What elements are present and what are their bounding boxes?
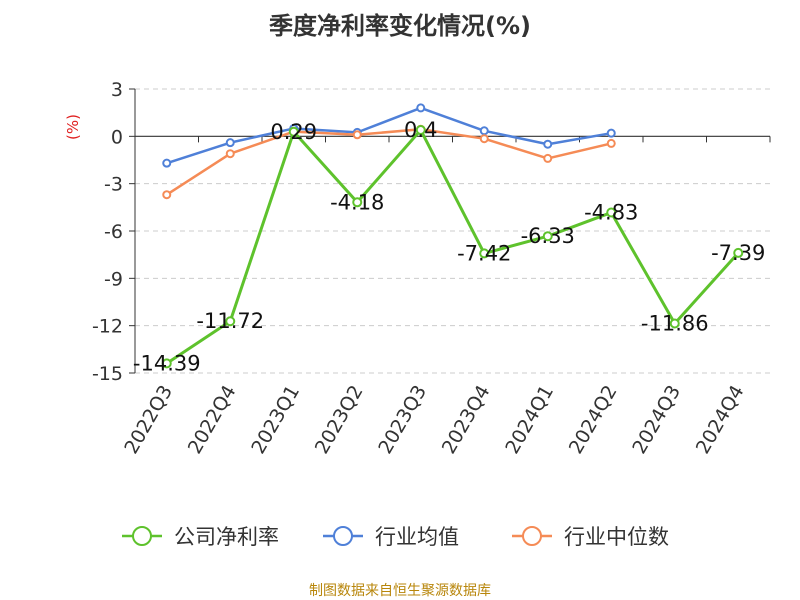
x-tick-label: 2024Q1 bbox=[501, 382, 558, 458]
x-tick-label: 2023Q4 bbox=[438, 382, 495, 458]
data-point bbox=[161, 358, 172, 369]
y-tick-label: -15 bbox=[92, 363, 123, 385]
data-label: -4.83 bbox=[584, 201, 638, 225]
data-point bbox=[733, 247, 744, 258]
data-point bbox=[415, 125, 426, 136]
data-labels: -14.39 -11.72 0.29 -4.18 0.4 -7.42 -6.33 -4.83 -… bbox=[133, 118, 766, 375]
series-line-2 bbox=[166, 127, 612, 196]
legend-marker bbox=[522, 526, 542, 546]
x-tick-label: 2022Q4 bbox=[184, 382, 241, 458]
data-point bbox=[225, 316, 236, 327]
data-label: -4.18 bbox=[330, 190, 384, 214]
data-label: -6.33 bbox=[521, 224, 575, 248]
data-label: -11.86 bbox=[641, 311, 709, 335]
data-point bbox=[352, 197, 363, 208]
legend: 公司净利率 行业均值 行业中位数 bbox=[122, 525, 669, 549]
data-point bbox=[606, 128, 616, 138]
data-point bbox=[352, 130, 362, 140]
data-label: 0.4 bbox=[404, 118, 437, 142]
data-point bbox=[479, 126, 489, 136]
data-point bbox=[162, 190, 172, 200]
series-lines bbox=[161, 103, 744, 369]
legend-label: 行业均值 bbox=[375, 525, 459, 549]
x-tick-label: 2023Q1 bbox=[247, 382, 304, 458]
data-point bbox=[288, 126, 299, 137]
y-tick-label: 0 bbox=[111, 126, 123, 148]
data-label: -14.39 bbox=[133, 351, 201, 375]
legend-label: 公司净利率 bbox=[174, 525, 279, 549]
legend-label: 行业中位数 bbox=[564, 525, 669, 549]
x-tick-label: 2024Q2 bbox=[565, 382, 622, 458]
y-tick-label: -12 bbox=[92, 316, 123, 338]
data-label: 0.29 bbox=[270, 120, 317, 144]
x-tick-label: 2022Q3 bbox=[120, 382, 177, 458]
data-point bbox=[162, 158, 172, 168]
legend-marker bbox=[333, 526, 353, 546]
data-label: -11.72 bbox=[196, 309, 264, 333]
source-footer: 制图数据来自恒生聚源数据库 bbox=[309, 583, 491, 599]
y-axis-label: (%) bbox=[64, 114, 82, 140]
data-point bbox=[543, 153, 553, 163]
data-point bbox=[479, 134, 489, 144]
data-point bbox=[225, 138, 235, 148]
data-point bbox=[606, 138, 616, 148]
data-label: -7.42 bbox=[457, 241, 511, 265]
series-line-0 bbox=[165, 128, 740, 365]
y-tick-label: -3 bbox=[104, 174, 123, 196]
data-point bbox=[606, 207, 617, 218]
x-tick-label: 2024Q3 bbox=[628, 382, 685, 458]
series-line-1 bbox=[166, 106, 612, 165]
x-tick-label: 2023Q2 bbox=[311, 382, 368, 458]
legend-marker bbox=[132, 526, 152, 546]
data-point bbox=[479, 248, 490, 259]
chart-title: 季度净利率变化情况(%) bbox=[269, 12, 531, 40]
data-point bbox=[416, 103, 426, 113]
y-tick-label: -6 bbox=[104, 221, 123, 243]
x-tick-label: 2023Q3 bbox=[374, 382, 431, 458]
data-point bbox=[669, 318, 680, 329]
y-tick-label: -9 bbox=[104, 268, 123, 290]
data-point bbox=[543, 139, 553, 149]
data-point bbox=[225, 149, 235, 159]
data-label: -7.39 bbox=[711, 241, 765, 265]
grid-lines bbox=[135, 88, 770, 374]
y-tick-label: 3 bbox=[111, 79, 123, 101]
data-point bbox=[542, 231, 553, 242]
x-tick-label: 2024Q4 bbox=[692, 382, 749, 458]
